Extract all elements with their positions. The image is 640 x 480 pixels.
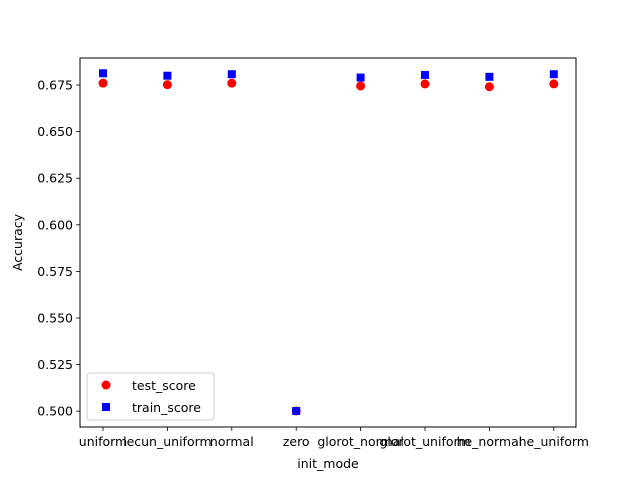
- y-tick-label: 0.500: [37, 404, 73, 419]
- y-tick-label: 0.600: [37, 217, 73, 232]
- x-axis-label: init_mode: [297, 456, 359, 471]
- test-score-point: [162, 80, 172, 90]
- legend-label-train-score: train_score: [132, 400, 201, 415]
- legend-box: [86, 372, 215, 421]
- x-tick-label: normal: [210, 434, 254, 449]
- y-axis-label: Accuracy: [10, 213, 25, 271]
- test-score-point: [420, 79, 430, 89]
- train-score-point: [549, 70, 558, 79]
- train-score-point: [227, 70, 236, 79]
- legend: test_score train_score: [86, 372, 215, 421]
- test-score-point: [484, 82, 494, 92]
- x-tick-label: uniform: [79, 434, 127, 449]
- x-tick-label: zero: [283, 434, 310, 449]
- x-tick-label: glorot_normal: [317, 434, 404, 449]
- x-tick-label: he_uniform: [519, 434, 589, 449]
- legend-marker-test-score: [101, 380, 111, 390]
- ticks-layer: 0.500 0.525 0.550 0.575 0.600 0.625 0.650 0.675…: [37, 78, 589, 449]
- y-tick-label: 0.650: [37, 124, 73, 139]
- train-score-point: [292, 406, 301, 415]
- test-score-point: [549, 79, 559, 89]
- x-tick-label: he_normal: [457, 434, 523, 449]
- test-score-point: [98, 78, 108, 88]
- test-score-point: [356, 81, 366, 91]
- test-score-point: [227, 78, 237, 88]
- plot-layer: [98, 69, 559, 416]
- legend-label-test-score: test_score: [132, 378, 196, 393]
- y-tick-label: 0.675: [37, 78, 73, 93]
- train-score-point: [163, 71, 172, 80]
- y-tick-label: 0.575: [37, 264, 73, 279]
- y-tick-label: 0.625: [37, 171, 73, 186]
- plot-frame: [79, 57, 577, 428]
- legend-marker-train-score: [102, 403, 110, 411]
- train-score-point: [421, 70, 429, 79]
- y-tick-label: 0.525: [37, 357, 73, 372]
- x-tick-label: lecun_uniform: [123, 434, 212, 449]
- train-score-point: [485, 72, 494, 81]
- train-score-point: [356, 73, 365, 82]
- x-tick-label: glorot_uniform: [379, 434, 470, 449]
- train-score-point: [99, 69, 107, 78]
- y-tick-label: 0.550: [37, 310, 73, 325]
